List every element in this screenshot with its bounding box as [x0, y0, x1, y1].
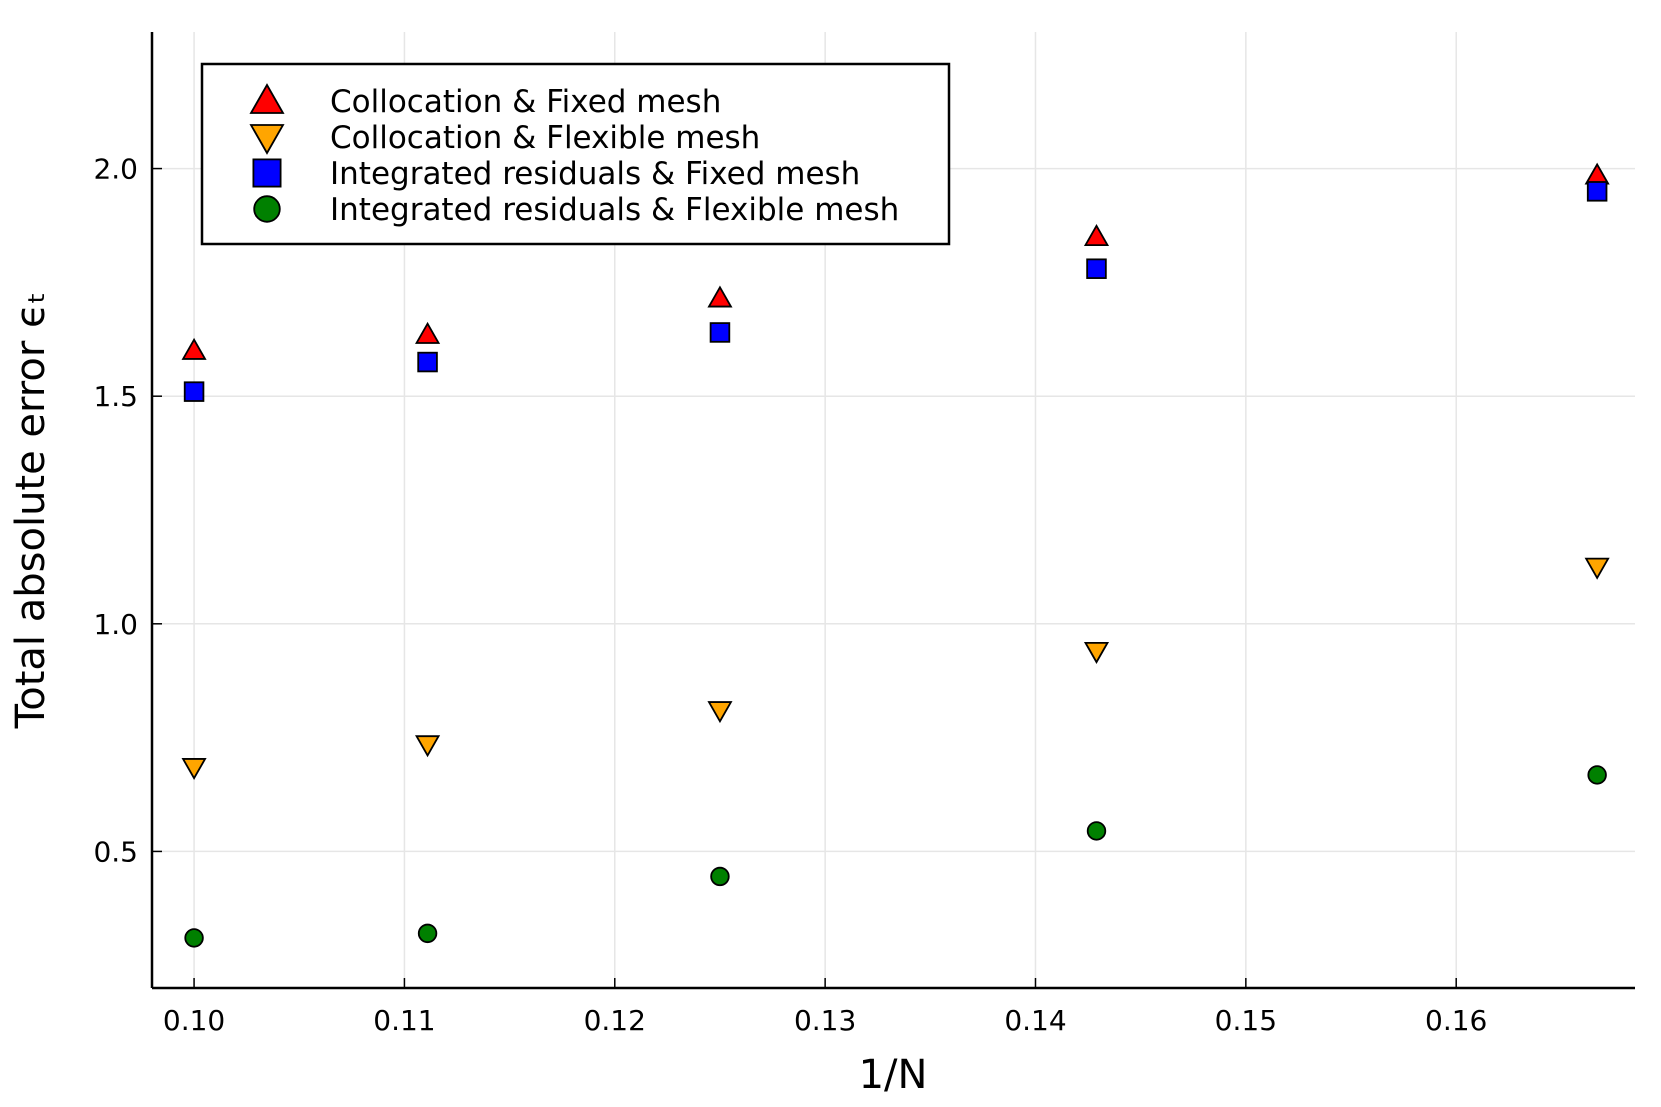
point-triangle-up	[415, 321, 441, 344]
point-triangle-up	[1584, 162, 1610, 185]
legend-marker-circle	[253, 195, 281, 223]
x-tick-label: 0.16	[1425, 1004, 1487, 1037]
point-square	[1086, 258, 1107, 279]
x-axis-title: 1/N	[859, 1052, 928, 1098]
point-circle	[1587, 765, 1607, 785]
point-triangle-down	[1584, 557, 1610, 580]
y-tick-label: 2.0	[93, 153, 138, 186]
x-tick-label: 0.15	[1215, 1004, 1277, 1037]
legend-marker-triangle-down	[249, 124, 285, 155]
point-circle	[710, 866, 730, 887]
point-triangle-up	[1083, 224, 1110, 247]
point-circle	[184, 928, 204, 948]
x-tick-label: 0.13	[794, 1004, 856, 1037]
legend-label: Integrated residuals & Flexible mesh	[330, 192, 899, 228]
y-axis-title: Total absolute error ϵₜ	[8, 292, 54, 730]
point-square	[417, 351, 438, 373]
x-tick-label: 0.11	[373, 1004, 435, 1037]
x-tick-label: 0.12	[584, 1004, 646, 1037]
legend-marker-triangle-up	[249, 83, 285, 114]
point-circle	[1086, 821, 1107, 841]
point-triangle-down	[415, 735, 441, 758]
point-triangle-down	[707, 701, 733, 724]
x-tick-label: 0.14	[1004, 1004, 1066, 1037]
point-triangle-up	[707, 285, 733, 308]
legend-label: Collocation & Fixed mesh	[330, 84, 721, 120]
point-triangle-down	[181, 758, 207, 781]
legend-label: Integrated residuals & Fixed mesh	[330, 156, 860, 192]
data-points	[181, 162, 1610, 948]
legend-box	[200, 62, 951, 246]
legend-marker-square	[252, 158, 282, 188]
point-square	[183, 381, 205, 402]
point-square	[709, 322, 731, 343]
tick-labels: 0.10 0.11 0.12 0.13 0.14 0.15 0.16 0.5 1.0 1.5 2.0	[93, 153, 1487, 1037]
point-circle	[417, 923, 438, 944]
point-square	[1586, 181, 1608, 202]
point-triangle-down	[1083, 641, 1110, 664]
x-tick-label: 0.10	[163, 1004, 225, 1037]
y-tick-label: 1.5	[93, 380, 138, 413]
y-tick-label: 0.5	[93, 835, 138, 868]
point-triangle-up	[181, 337, 207, 360]
y-tick-label: 1.0	[93, 608, 138, 641]
legend-label: Collocation & Flexible mesh	[330, 120, 760, 156]
